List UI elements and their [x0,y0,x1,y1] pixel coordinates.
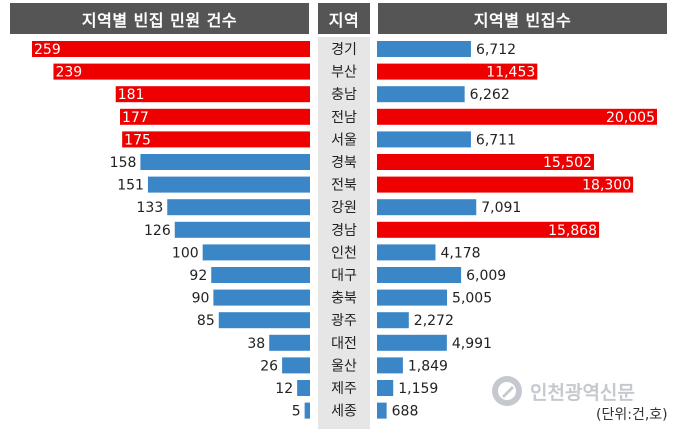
complaint-value-label: 5 [292,404,301,420]
complaint-bar [53,63,310,80]
complaint-bar [167,199,310,216]
vacant-house-bar [377,199,477,216]
vacant-house-bar [377,221,600,238]
vacant-house-bar [377,176,634,193]
region-label: 제주 [331,381,357,397]
region-label: 경북 [331,155,357,171]
right-chart-title: 지역별 빈집수 [378,3,667,34]
vacant-house-value-label: 688 [392,404,419,420]
complaint-value-label: 38 [247,336,265,352]
complaint-bar [213,289,310,306]
vacant-house-bar [377,334,447,351]
region-label: 세종 [331,404,357,420]
region-label: 충북 [331,291,357,307]
complaint-value-label: 85 [197,313,215,329]
region-label: 대구 [331,268,357,284]
vacant-house-bar [377,154,594,170]
vacant-house-bar [377,402,387,419]
vacant-house-value-label: 18,300 [582,178,631,194]
complaint-bar [282,357,310,374]
complaint-bar [147,176,310,193]
complaint-value-label: 239 [55,65,82,81]
complaint-value-label: 259 [34,42,61,58]
complaint-bar [140,154,310,170]
complaint-value-label: 181 [118,87,145,103]
region-label: 울산 [331,358,357,374]
complaint-value-label: 177 [122,110,149,126]
vacant-house-bar [377,41,471,57]
vacant-house-value-label: 6,712 [476,42,516,58]
complaint-bar [122,131,310,148]
vacant-house-bar [377,244,436,261]
vacant-house-value-label: 1,159 [398,381,438,397]
complaint-value-label: 26 [260,358,278,374]
vacant-house-bar [377,63,538,80]
region-label: 서울 [331,132,357,148]
vacant-house-bar [377,289,448,306]
vacant-house-value-label: 2,272 [414,313,454,329]
vacant-house-value-label: 1,849 [408,358,448,374]
vacant-house-value-label: 15,502 [543,155,592,171]
complaint-bar [32,41,310,57]
region-label: 광주 [331,313,357,329]
vacant-house-value-label: 6,262 [470,87,510,103]
vacant-house-bar [377,131,471,148]
complaint-value-label: 126 [144,223,171,239]
complaint-value-label: 92 [189,268,207,284]
region-label: 전북 [331,178,357,194]
vacant-house-value-label: 5,005 [452,291,492,307]
complaint-bar [120,108,310,125]
region-label: 인천 [331,245,357,261]
vacant-house-value-label: 6,711 [476,132,516,148]
unit-note: (단위:건,호) [596,407,668,423]
left-chart-title: 지역별 빈집 민원 건수 [10,3,309,34]
vacant-house-value-label: 7,091 [481,200,521,216]
region-column-header: 지역 [318,3,370,34]
vacant-house-value-label: 11,453 [486,65,535,81]
complaint-value-label: 158 [110,155,137,171]
complaint-bar [304,402,310,419]
complaint-bar [269,334,310,351]
region-label: 대전 [331,336,357,352]
complaint-value-label: 90 [192,291,210,307]
region-label: 경기 [331,42,357,58]
region-label: 전남 [331,110,357,126]
region-label: 충남 [331,87,357,103]
complaint-value-label: 133 [137,200,164,216]
complaint-bar [297,380,310,396]
vacant-house-bar [377,312,409,329]
vacant-house-value-label: 6,009 [466,268,506,284]
vacant-house-value-label: 4,991 [452,336,492,352]
region-label: 부산 [331,65,357,81]
complaint-bar [218,312,310,329]
vacant-house-bar [377,357,403,374]
complaint-value-label: 175 [124,132,151,148]
vacant-house-bar [377,380,394,396]
complaint-bar [115,86,310,103]
vacant-house-value-label: 20,005 [606,110,655,126]
complaint-bar [174,221,310,238]
region-label: 경남 [331,223,357,239]
vacant-house-bar [377,86,465,103]
complaint-bar [211,267,310,283]
vacant-house-bar [377,267,462,283]
vacant-house-bar [377,108,657,125]
vacant-house-value-label: 4,178 [440,245,480,261]
complaint-value-label: 12 [275,381,293,397]
complaint-value-label: 151 [117,178,144,194]
region-label: 강원 [331,200,357,216]
complaint-bar [202,244,310,261]
vacant-house-value-label: 15,868 [548,223,597,239]
region-column-background [318,37,370,429]
complaint-value-label: 100 [172,245,199,261]
